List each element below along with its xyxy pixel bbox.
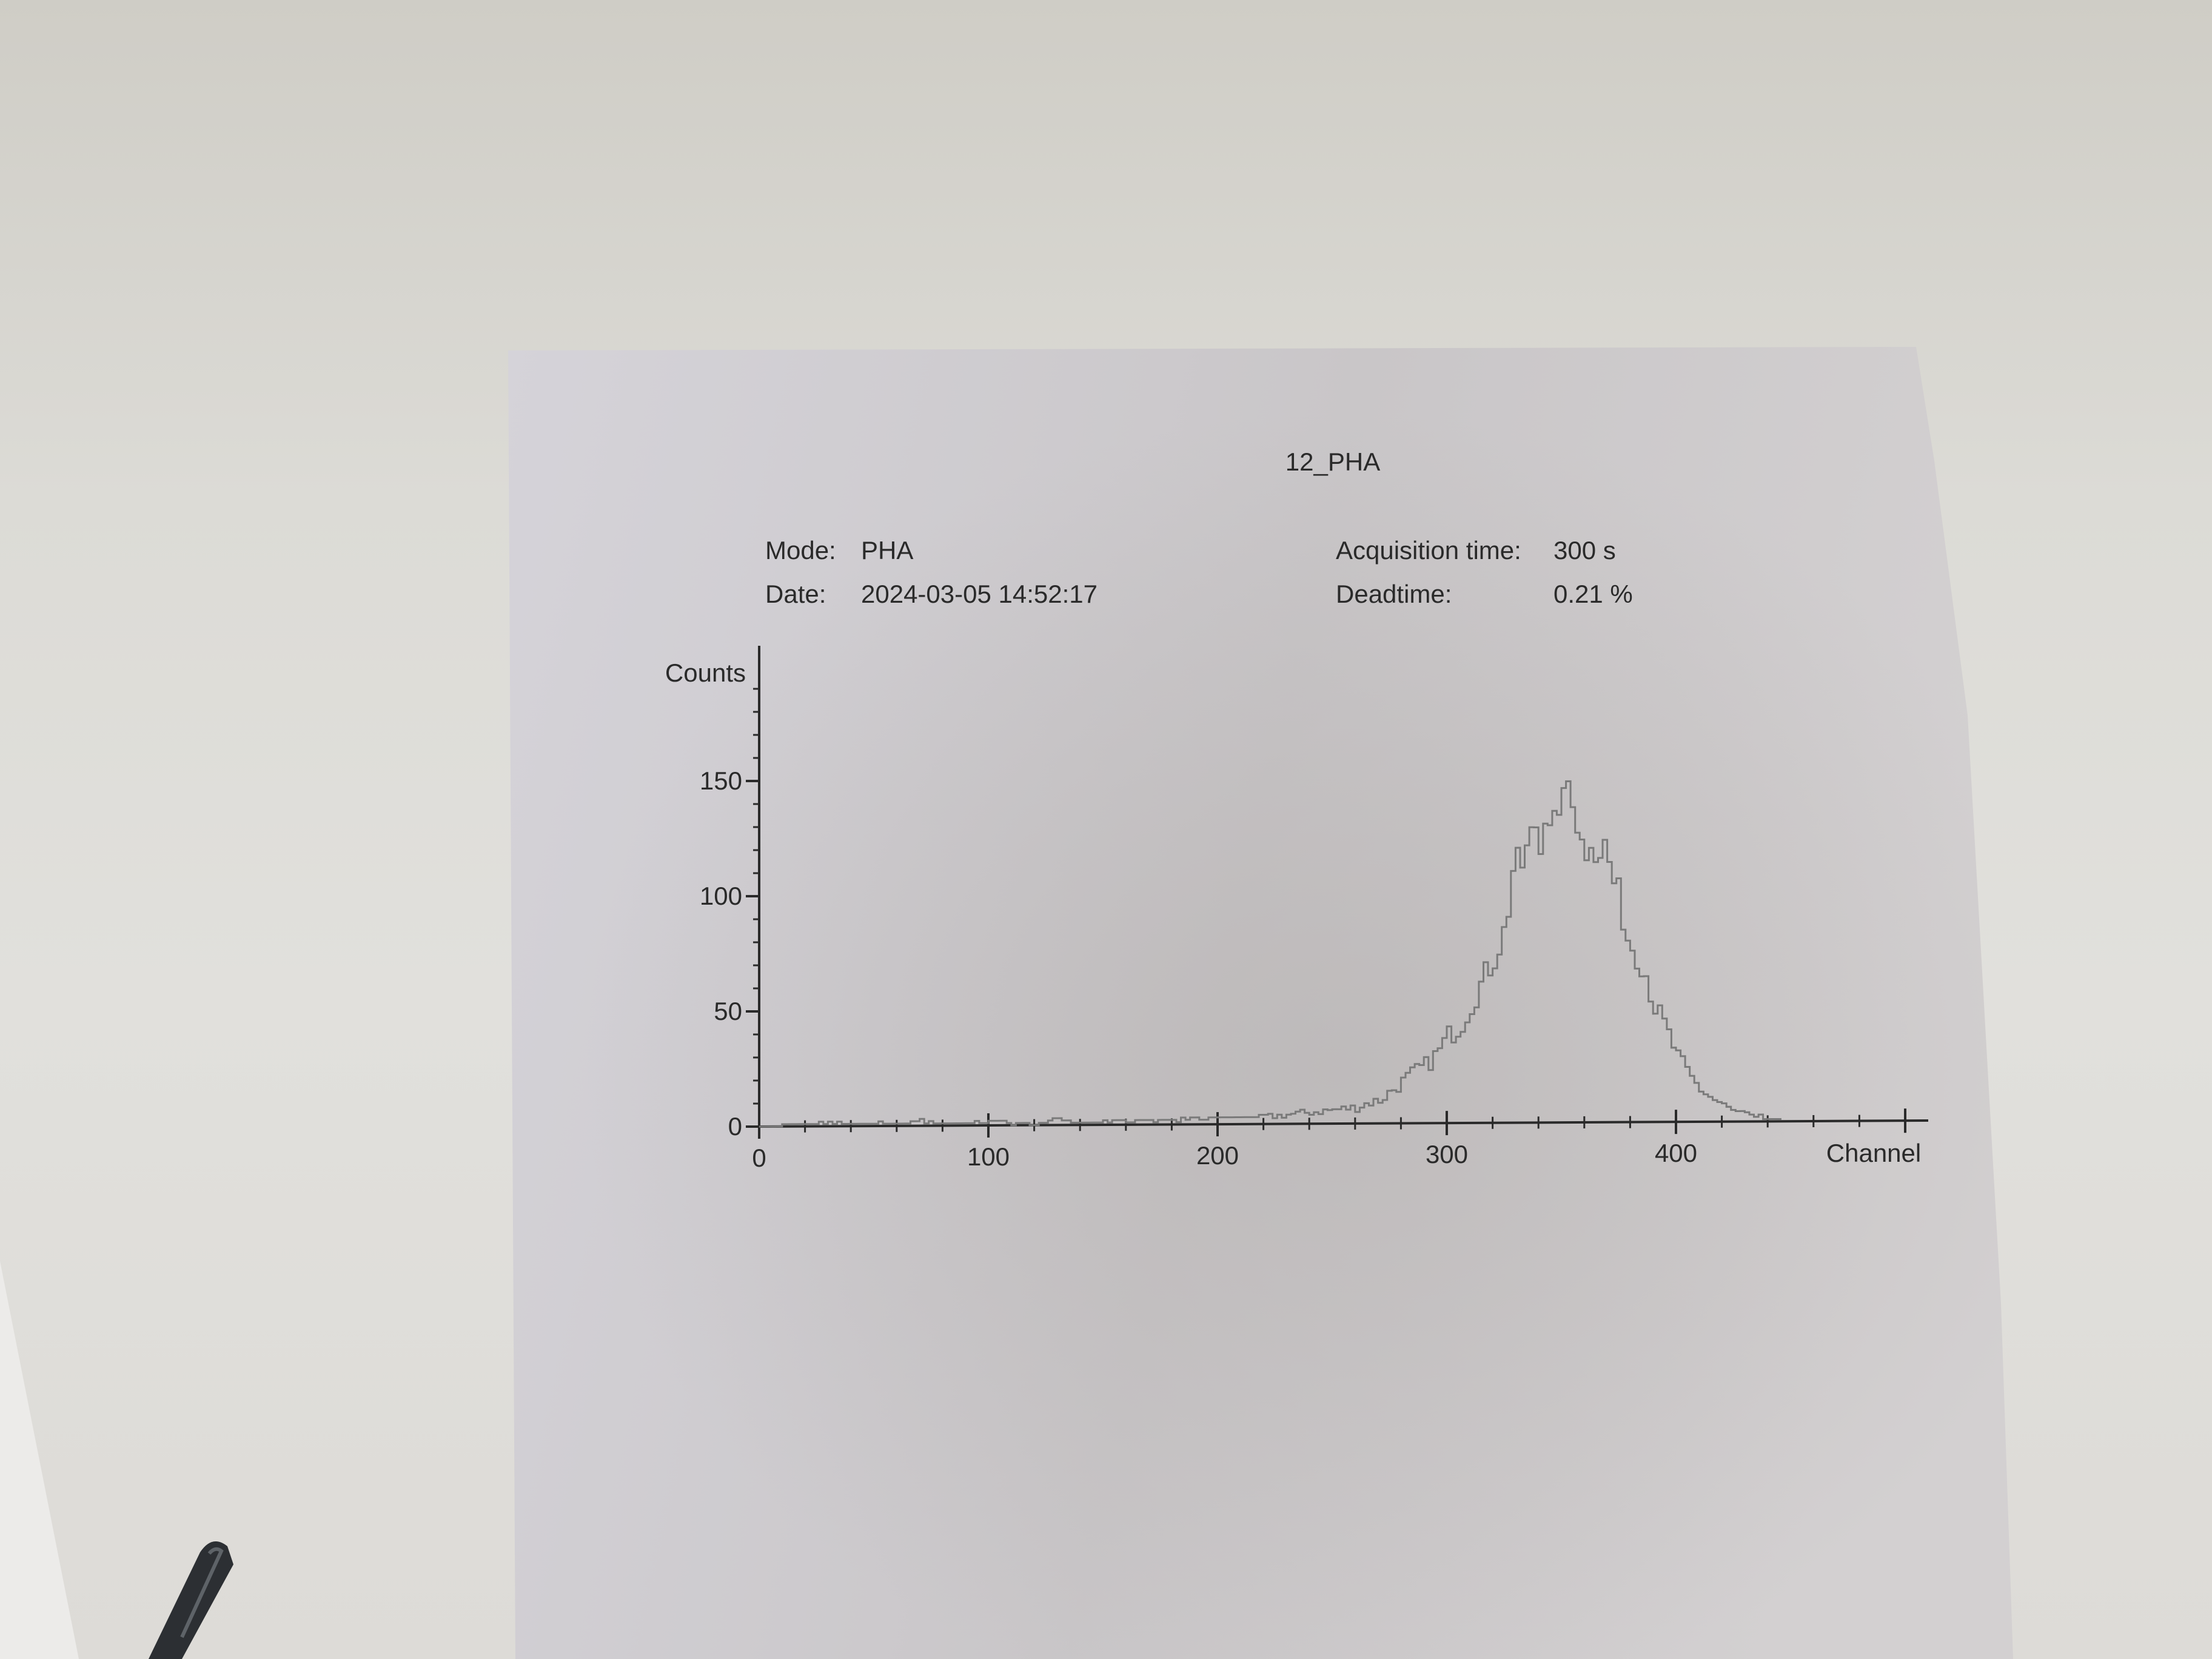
acquisition-time-value: 300 s xyxy=(1553,536,1616,565)
date-label: Date: xyxy=(765,580,826,608)
y-tick-label: 100 xyxy=(700,882,742,910)
mode-value: PHA xyxy=(861,536,913,565)
axis-ticks xyxy=(746,688,1906,1139)
y-axis-label: Counts xyxy=(665,659,746,687)
document-title: 12_PHA xyxy=(1285,447,1380,476)
y-tick-label: 0 xyxy=(728,1112,742,1141)
deadtime-value: 0.21 % xyxy=(1553,580,1633,608)
axis-tick-labels: 0 50 100 150 0 100 200 300 400 xyxy=(700,766,1697,1172)
y-tick-label: 50 xyxy=(714,997,742,1025)
x-tick-label: 100 xyxy=(967,1142,1010,1171)
deadtime-label: Deadtime: xyxy=(1336,580,1452,608)
x-tick-label: 300 xyxy=(1426,1140,1468,1168)
date-value: 2024-03-05 14:52:17 xyxy=(861,580,1098,608)
pha-histogram-chart: 0 50 100 150 0 100 200 300 400 Counts Channel xyxy=(665,646,1929,1172)
y-tick-label: 150 xyxy=(700,766,742,795)
histogram-series-line xyxy=(759,780,1781,1128)
x-tick-label: 200 xyxy=(1196,1141,1239,1170)
x-tick-label: 0 xyxy=(752,1144,766,1172)
paper-edge-left xyxy=(0,1261,79,1659)
x-axis-line xyxy=(759,1119,1929,1128)
x-tick-label: 400 xyxy=(1655,1139,1697,1167)
acquisition-time-label: Acquisition time: xyxy=(1336,536,1521,565)
paper-shadow xyxy=(508,347,2013,1659)
x-axis-label: Channel xyxy=(1826,1139,1921,1167)
pen-cap xyxy=(149,1541,233,1659)
mode-label: Mode: xyxy=(765,536,836,565)
